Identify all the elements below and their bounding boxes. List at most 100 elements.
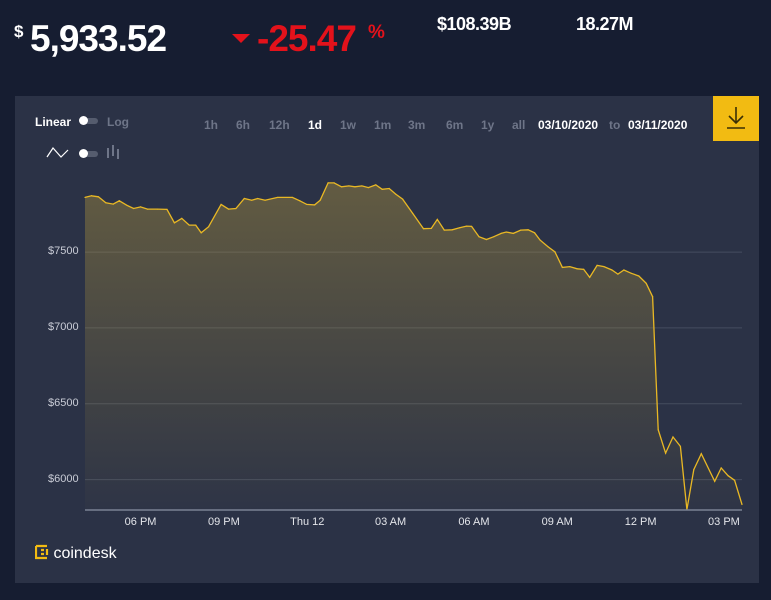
price-point (251, 199, 253, 201)
price-point (638, 275, 640, 277)
y-tick-label: $7500 (48, 245, 79, 258)
price-point (97, 196, 100, 198)
price-point (166, 208, 168, 211)
x-tick-label: 06 PM (124, 516, 157, 528)
price-point (665, 452, 667, 454)
x-tick-label: 09 PM (207, 516, 240, 528)
range-6m[interactable]: 6m (446, 118, 464, 132)
price-point (561, 266, 563, 268)
market-cap: $108.39B (437, 14, 512, 34)
price-point (512, 232, 514, 235)
price-point (500, 232, 502, 235)
price-line (84, 182, 743, 510)
range-1h[interactable]: 1h (204, 118, 219, 132)
line-chart-icon[interactable] (46, 145, 70, 159)
price-point (257, 197, 259, 200)
price-point (611, 269, 613, 271)
price-point (596, 264, 598, 267)
download-icon (727, 107, 745, 129)
price-point (630, 272, 632, 274)
range-6h[interactable]: 6h (236, 118, 251, 132)
range-all[interactable]: all (512, 118, 526, 132)
price-point (493, 236, 495, 238)
price-point (306, 203, 308, 206)
date-to-input[interactable]: 03/11/2020 (628, 118, 688, 132)
price-point (220, 203, 222, 206)
price-point (361, 185, 363, 187)
price-point (84, 196, 86, 199)
price-point (422, 228, 425, 230)
price-point (720, 467, 722, 469)
scale-linear-label[interactable]: Linear (35, 115, 72, 129)
date-from-input[interactable]: 03/10/2020 (538, 118, 599, 132)
price-point (693, 469, 695, 471)
price-point (679, 445, 682, 448)
range-1m[interactable]: 1m (374, 118, 392, 132)
range-3m[interactable]: 3m (408, 118, 426, 132)
price-point (617, 273, 619, 275)
currency-symbol: $ (14, 22, 24, 41)
price-point (200, 232, 202, 234)
price-point (583, 268, 585, 270)
date-to-label: to (609, 118, 621, 132)
volume: 18.27M (576, 14, 634, 34)
price-point (367, 186, 369, 189)
download-button[interactable] (713, 96, 759, 141)
range-12h[interactable]: 12h (269, 118, 290, 132)
price-point (471, 225, 473, 228)
price-point (520, 229, 522, 231)
price-point (188, 224, 190, 226)
price-point (672, 436, 674, 438)
price-point (139, 206, 142, 208)
chart-style-toggle[interactable] (79, 149, 98, 158)
price-point (277, 196, 279, 199)
price-point (173, 222, 175, 224)
price-point (195, 224, 197, 226)
price-point (458, 227, 461, 229)
range-1w[interactable]: 1w (340, 118, 357, 132)
price-point (340, 186, 343, 188)
price-point (430, 227, 432, 229)
price-point (533, 232, 536, 234)
price-point (412, 212, 414, 215)
price-point (208, 226, 210, 228)
price-point (264, 199, 266, 201)
price-point (741, 503, 743, 506)
scale-toggle[interactable] (79, 116, 98, 125)
price-point (126, 204, 128, 206)
x-tick-label: Thu 12 (290, 516, 325, 528)
brand-name: coindesk (53, 545, 117, 562)
scale-log-label[interactable]: Log (107, 115, 129, 129)
x-tick-label: 03 PM (708, 516, 740, 528)
price-point (319, 199, 321, 201)
price-point (603, 266, 605, 268)
price-point (733, 479, 736, 481)
price-point (451, 229, 453, 231)
coindesk-logo-icon (34, 544, 49, 560)
price-point (700, 453, 702, 455)
price-point (539, 239, 541, 241)
price-point (714, 480, 716, 482)
price-point (547, 246, 549, 248)
price-point (569, 266, 571, 268)
candlestick-icon[interactable] (106, 144, 120, 160)
price-point (348, 185, 350, 187)
price-point (388, 187, 390, 190)
range-1d[interactable]: 1d (308, 118, 323, 132)
y-tick-label: $6500 (48, 396, 79, 409)
price-point (105, 202, 107, 204)
price-point (227, 208, 230, 210)
price-point (112, 203, 114, 205)
price-point (146, 208, 149, 210)
price-point (465, 225, 468, 227)
price-point (443, 229, 445, 231)
x-tick-label: 06 AM (458, 516, 490, 528)
current-price: 5,933.52 (30, 18, 167, 59)
price-point (291, 196, 294, 199)
price-point (90, 195, 93, 197)
range-1y[interactable]: 1y (481, 118, 495, 132)
price-point (299, 200, 301, 202)
price-point (133, 207, 135, 210)
price-point (354, 186, 356, 188)
price-change: -25.47 (257, 18, 357, 59)
